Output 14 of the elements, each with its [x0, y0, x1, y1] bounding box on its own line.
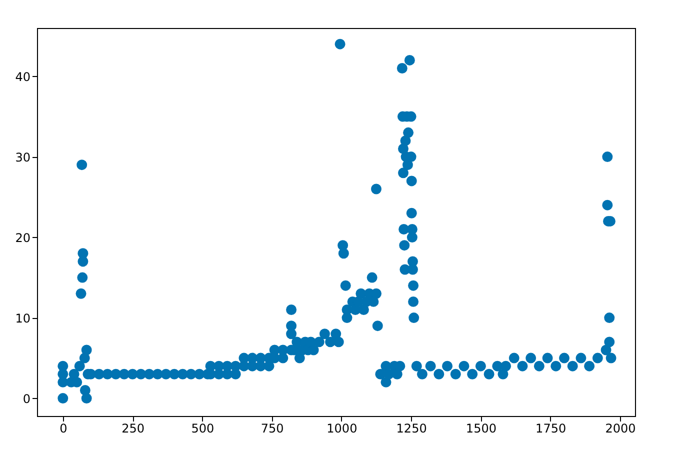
- y-tick-label: 30: [15, 150, 30, 164]
- y-tick-label: 40: [15, 70, 30, 84]
- y-tick-label: 0: [22, 392, 30, 406]
- x-tick-label: 1250: [396, 422, 427, 436]
- x-tick-label: 0: [60, 422, 68, 436]
- x-tick-label: 500: [191, 422, 214, 436]
- x-tick-label: 1500: [466, 422, 496, 436]
- y-tick-label: 20: [15, 230, 30, 245]
- x-tick-label: 750: [260, 422, 284, 436]
- x-tick-label: 1750: [536, 422, 566, 436]
- x-tick-label: 2000: [605, 422, 636, 436]
- x-tick-label: 1000: [326, 422, 358, 436]
- y-tick-label: 10: [15, 311, 30, 326]
- x-tick-label: 250: [122, 422, 144, 436]
